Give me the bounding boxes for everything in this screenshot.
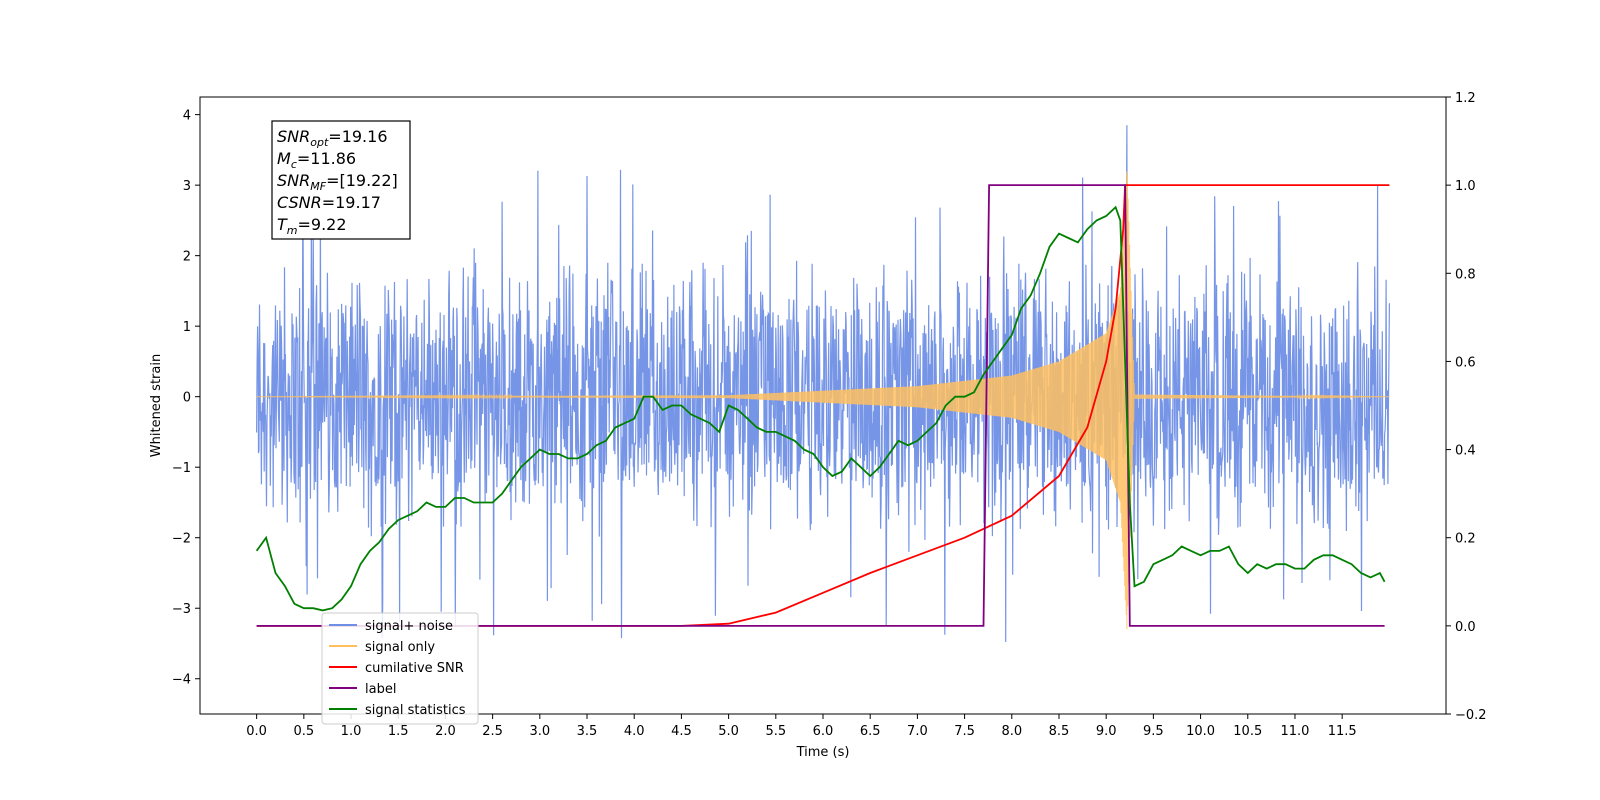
x-tick-label: 10.0 [1186, 724, 1215, 739]
y-tick-label: 1 [183, 320, 191, 335]
series-signal-statistics [255, 205, 1386, 612]
y2-tick-label: −0.2 [1455, 708, 1487, 723]
annotation-symbol: SNR [277, 171, 310, 190]
x-tick-label: 2.5 [482, 724, 503, 739]
annotation-symbol: T [277, 215, 288, 234]
x-tick-label: 5.5 [765, 724, 786, 739]
legend-label-label: label [365, 682, 396, 697]
x-tick-label: 3.0 [529, 724, 550, 739]
legend-label-cumilative-snr: cumilative SNR [365, 661, 464, 676]
plot-area [255, 125, 1390, 643]
series-signal-only [256, 171, 1390, 630]
x-tick-label: 9.5 [1143, 724, 1164, 739]
y2-tick-label: 1.2 [1455, 91, 1476, 106]
x-tick-label: 7.5 [954, 724, 975, 739]
x-tick-label: 8.5 [1049, 724, 1070, 739]
x-tick-label: 8.0 [1001, 724, 1022, 739]
x-tick-label: 1.0 [341, 724, 362, 739]
annotation-value: =9.22 [298, 215, 347, 234]
legend-label-signal-only: signal only [365, 640, 435, 655]
x-tick-label: 6.5 [860, 724, 881, 739]
x-tick-label: 10.5 [1233, 724, 1262, 739]
y-tick-label: −2 [172, 532, 191, 547]
annotation-box: SNRopt=19.16Mc=11.86SNRMF=[19.22]CSNR=19… [271, 120, 411, 240]
legend-label-signal-noise: signal+ noise [365, 619, 453, 634]
y-tick-label: −1 [172, 461, 191, 476]
y-tick-label: −3 [172, 602, 191, 617]
y2-tick-label: 1.0 [1455, 179, 1476, 194]
x-tick-label: 4.0 [624, 724, 645, 739]
annotation-line: SNRopt=19.16 [277, 127, 388, 149]
x-tick-label: 4.5 [671, 724, 692, 739]
axes: 0.0 0.5 1.0 1.5 2.0 2.5 3.0 3.5 4.0 4.5 5.0 5.5 6.0 6… [149, 91, 1487, 760]
y2-tick-label: 0.8 [1455, 267, 1476, 282]
annotation-subscript: MF [310, 180, 326, 193]
y2-tick-label: 0.0 [1455, 620, 1476, 635]
x-tick-label: 3.5 [577, 724, 598, 739]
series-label [256, 184, 1385, 627]
series-cumilative-snr [256, 184, 1390, 627]
x-tick-label: 11.5 [1328, 724, 1357, 739]
annotation-line: CSNR=19.17 [277, 193, 381, 212]
annotation-value: =19.17 [322, 193, 381, 212]
legend-frame [321, 612, 479, 725]
x-tick-label: 9.0 [1096, 724, 1117, 739]
annotation-subscript: c [291, 158, 297, 171]
annotation-value: =[19.22] [326, 171, 398, 190]
y-tick-label: 3 [183, 179, 191, 194]
x-axis-label: Time (s) [796, 745, 850, 760]
annotation-line: Tm=9.22 [277, 215, 347, 237]
x-tick-label: 1.5 [388, 724, 409, 739]
y-tick-label: 4 [183, 109, 191, 124]
x-tick-label: 7.0 [907, 724, 928, 739]
x-tick-label: 6.0 [813, 724, 834, 739]
y-tick-label: 2 [183, 250, 191, 265]
y2-tick-label: 0.6 [1455, 355, 1476, 370]
x-tick-label: 2.0 [435, 724, 456, 739]
annotation-symbol: M [277, 149, 291, 168]
x-tick-label: 5.0 [718, 724, 739, 739]
y-tick-label: 0 [183, 391, 191, 406]
y-tick-label: −4 [172, 673, 191, 688]
series-signal-noise [256, 125, 1390, 643]
x-tick-label: 11.0 [1280, 724, 1309, 739]
x-tick-label: 0.5 [293, 724, 314, 739]
legend: signal+ noise signal only cumilative SNR la… [321, 612, 479, 725]
legend-label-signal-statistics: signal statistics [365, 703, 466, 718]
y-axis-label: Whitened strain [149, 354, 164, 457]
annotation-subscript: m [287, 224, 298, 237]
y2-tick-label: 0.4 [1455, 444, 1476, 459]
annotation-subscript: opt [310, 136, 329, 149]
annotation-line: SNRMF=[19.22] [277, 171, 398, 193]
annotation-frame [271, 120, 411, 240]
annotation-symbol: SNR [277, 127, 310, 146]
annotation-value: =11.86 [297, 149, 356, 168]
annotation-value: =19.16 [328, 127, 387, 146]
annotation-line: Mc=11.86 [277, 149, 356, 171]
annotation-symbol: CSNR [277, 193, 322, 212]
y2-tick-label: 0.2 [1455, 532, 1476, 547]
x-tick-label: 0.0 [246, 724, 267, 739]
